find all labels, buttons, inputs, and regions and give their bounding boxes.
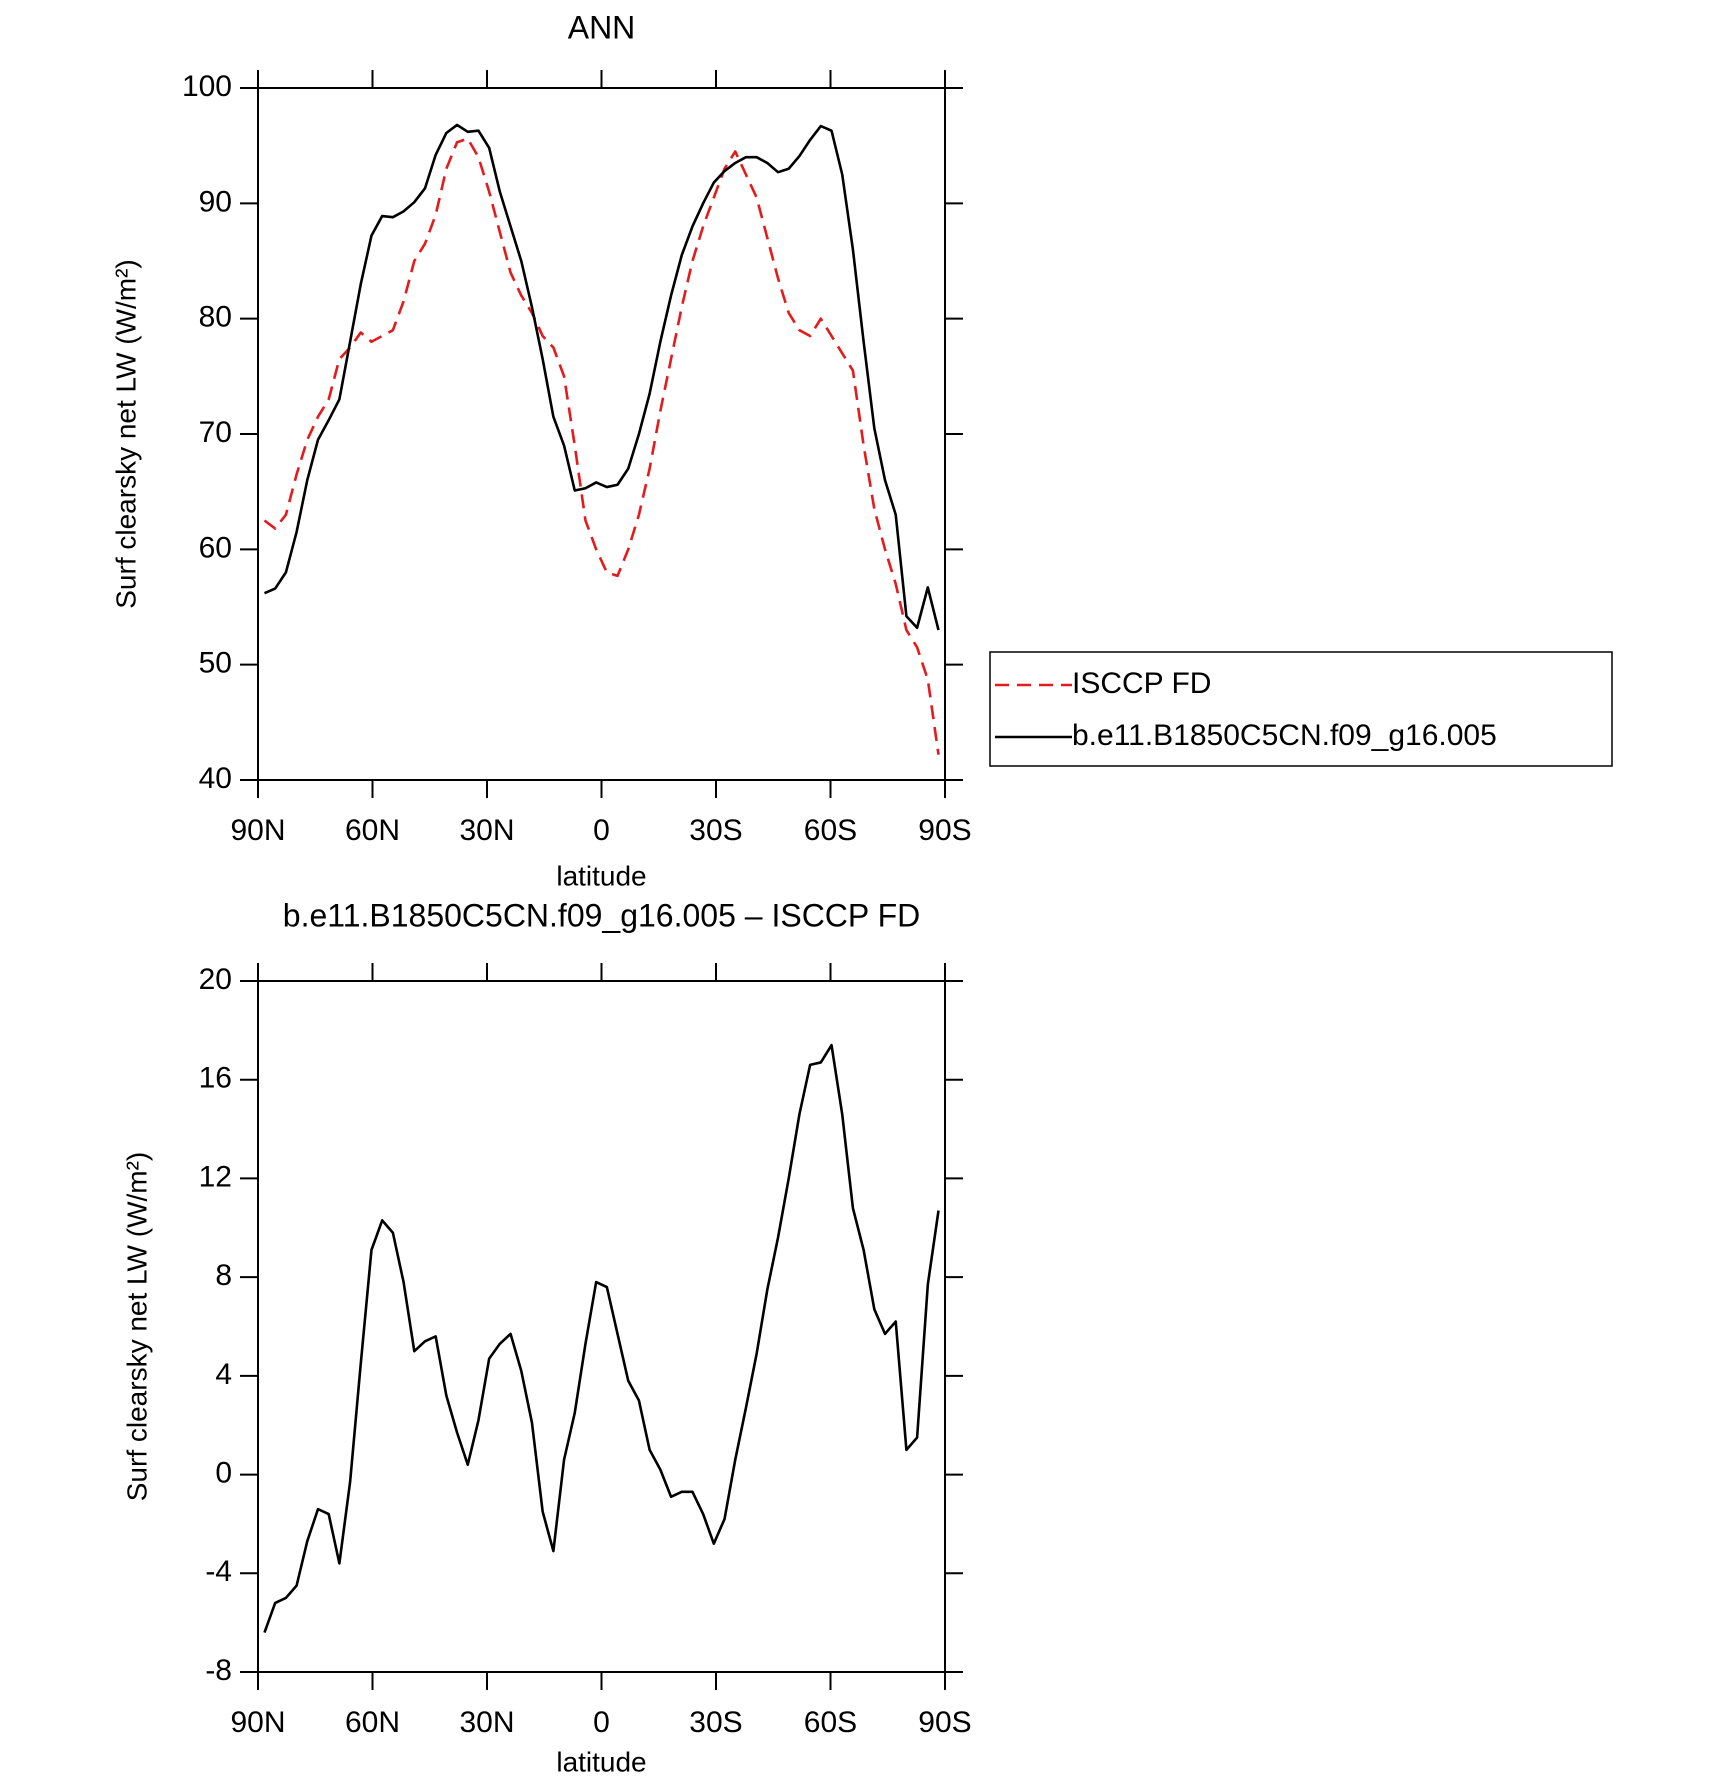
legend-label: ISCCP FD — [1072, 667, 1211, 700]
plot-frame — [257, 980, 946, 1673]
y-tick-label: 100 — [182, 70, 232, 103]
legend-label: b.e11.B1850C5CN.f09_g16.005 — [1072, 719, 1497, 752]
x-tick-label: 60S — [804, 1706, 857, 1739]
y-tick-label: -8 — [205, 1654, 232, 1687]
y-tick-label: 0 — [215, 1456, 232, 1489]
data-line — [263, 123, 940, 631]
y-tick-label: 12 — [199, 1160, 232, 1193]
x-tick-label: 30N — [459, 814, 514, 847]
x-tick-label: 0 — [593, 814, 610, 847]
x-tick-label: 0 — [593, 1706, 610, 1739]
y-tick-label: 4 — [215, 1358, 232, 1391]
y-tick-label: 70 — [199, 416, 232, 449]
y-tick-label: 40 — [199, 762, 232, 795]
y-tick-label: 80 — [199, 301, 232, 334]
chart-title: ANN — [568, 9, 636, 45]
x-tick-label: 60S — [804, 814, 857, 847]
x-tick-label: 90S — [918, 1706, 971, 1739]
x-tick-label: 90N — [230, 814, 285, 847]
y-axis-label: Surf clearsky net LW (W/m²) — [110, 259, 141, 609]
y-tick-label: -4 — [205, 1555, 232, 1588]
x-tick-label: 30S — [689, 814, 742, 847]
x-tick-label: 60N — [345, 1706, 400, 1739]
y-tick-label: 60 — [199, 531, 232, 564]
x-tick-label: 90S — [918, 814, 971, 847]
data-line — [263, 1043, 940, 1633]
y-tick-label: 8 — [215, 1259, 232, 1292]
x-tick-label: 60N — [345, 814, 400, 847]
x-axis-label: latitude — [556, 1746, 646, 1777]
y-axis-label: Surf clearsky net LW (W/m²) — [121, 1152, 152, 1502]
y-tick-label: 50 — [199, 647, 232, 680]
x-tick-label: 90N — [230, 1706, 285, 1739]
plot-frame — [257, 87, 946, 781]
data-line — [263, 137, 940, 755]
x-tick-label: 30N — [459, 1706, 514, 1739]
y-tick-label: 20 — [199, 963, 232, 996]
x-axis-label: latitude — [556, 860, 646, 891]
y-tick-label: 90 — [199, 185, 232, 218]
y-tick-label: 16 — [199, 1062, 232, 1095]
legend-box — [989, 651, 1613, 767]
x-tick-label: 30S — [689, 1706, 742, 1739]
chart-title: b.e11.B1850C5CN.f09_g16.005 – ISCCP FD — [283, 897, 920, 933]
